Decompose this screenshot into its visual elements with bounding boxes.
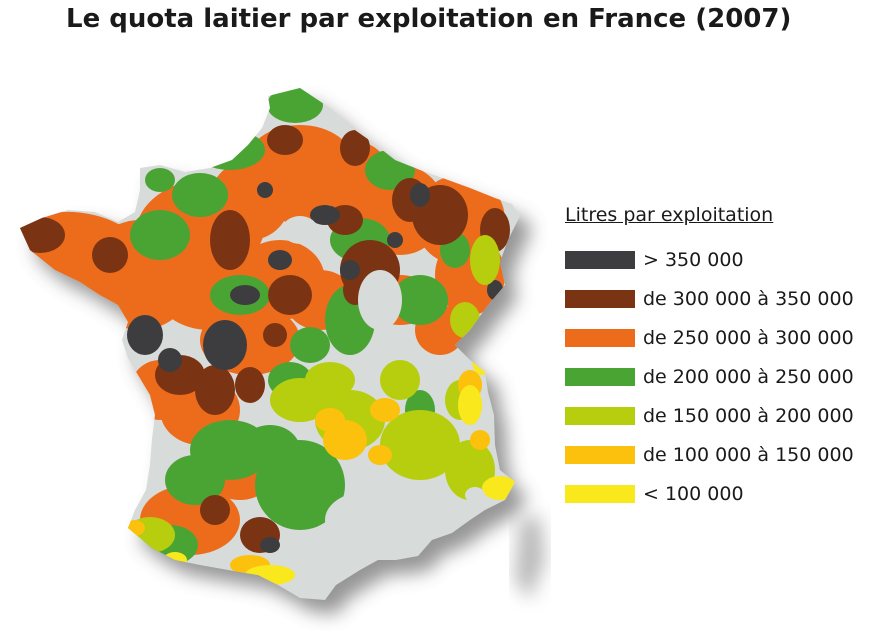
quota-region xyxy=(340,260,360,280)
page-title: Le quota laitier par exploitation en Fra… xyxy=(66,4,792,34)
legend-item: de 150 000 à 200 000 xyxy=(565,396,854,435)
legend-label: < 100 000 xyxy=(643,482,744,505)
quota-region xyxy=(172,173,228,217)
quota-region xyxy=(263,323,287,347)
quota-region xyxy=(445,440,495,500)
quota-region xyxy=(392,275,448,325)
quota-region xyxy=(240,425,300,475)
legend-label: de 250 000 à 300 000 xyxy=(643,326,854,349)
quota-region xyxy=(200,495,230,525)
quota-region xyxy=(235,367,265,403)
no-data-area xyxy=(400,505,440,535)
legend-swatch xyxy=(565,367,635,386)
quota-region xyxy=(195,130,265,170)
quota-region xyxy=(130,210,190,260)
quota-region xyxy=(340,130,370,166)
quota-region xyxy=(387,232,403,248)
quota-region xyxy=(380,410,460,480)
dairy-quota-regions xyxy=(20,88,518,585)
legend-label: > 350 000 xyxy=(643,248,744,271)
legend-swatch xyxy=(565,289,635,308)
quota-region xyxy=(165,455,225,505)
legend-label: de 200 000 à 250 000 xyxy=(643,365,854,388)
legend-item: de 300 000 à 350 000 xyxy=(565,279,854,318)
quota-region xyxy=(127,315,163,355)
quota-region xyxy=(370,398,400,422)
quota-region xyxy=(305,362,355,398)
legend-label: de 150 000 à 200 000 xyxy=(643,404,854,427)
no-data-area xyxy=(358,270,402,330)
legend: Litres par exploitation > 350 000 de 300… xyxy=(565,204,854,513)
corsica-shadow xyxy=(515,515,545,600)
no-data-area xyxy=(282,216,318,244)
legend-swatch xyxy=(565,406,635,425)
quota-region xyxy=(158,348,182,372)
legend-swatch xyxy=(565,250,635,269)
quota-region xyxy=(267,125,303,155)
legend-item: < 100 000 xyxy=(565,474,854,513)
quota-region xyxy=(268,250,292,270)
quota-region xyxy=(290,327,330,363)
legend-swatch xyxy=(565,445,635,464)
quota-region xyxy=(195,365,235,415)
no-data-area xyxy=(465,487,485,503)
legend-item: > 350 000 xyxy=(565,240,854,279)
quota-region xyxy=(470,430,490,450)
quota-region xyxy=(92,237,128,273)
no-data-area xyxy=(325,492,405,548)
quota-region xyxy=(145,168,175,192)
legend-item: de 100 000 à 150 000 xyxy=(565,435,854,474)
quota-region xyxy=(230,285,260,305)
legend-swatch xyxy=(565,328,635,347)
legend-swatch xyxy=(565,484,635,503)
quota-region xyxy=(410,183,430,207)
quota-region xyxy=(470,235,500,285)
quota-region xyxy=(203,320,247,370)
no-data-area xyxy=(138,430,162,480)
quota-region xyxy=(315,408,345,432)
quota-region xyxy=(268,275,312,315)
quota-region xyxy=(458,385,482,425)
quota-region xyxy=(210,210,250,270)
legend-title: Litres par exploitation xyxy=(565,204,774,226)
quota-region xyxy=(380,360,420,400)
quota-region xyxy=(125,520,145,536)
legend-label: de 300 000 à 350 000 xyxy=(643,287,854,310)
quota-region xyxy=(310,205,340,225)
quota-region xyxy=(20,217,65,253)
quota-region xyxy=(260,537,280,553)
legend-item: de 250 000 à 300 000 xyxy=(565,318,854,357)
quota-region xyxy=(368,445,392,465)
quota-region xyxy=(257,182,273,198)
quota-region xyxy=(267,88,323,123)
legend-item: de 200 000 à 250 000 xyxy=(565,357,854,396)
legend-label: de 100 000 à 150 000 xyxy=(643,443,854,466)
